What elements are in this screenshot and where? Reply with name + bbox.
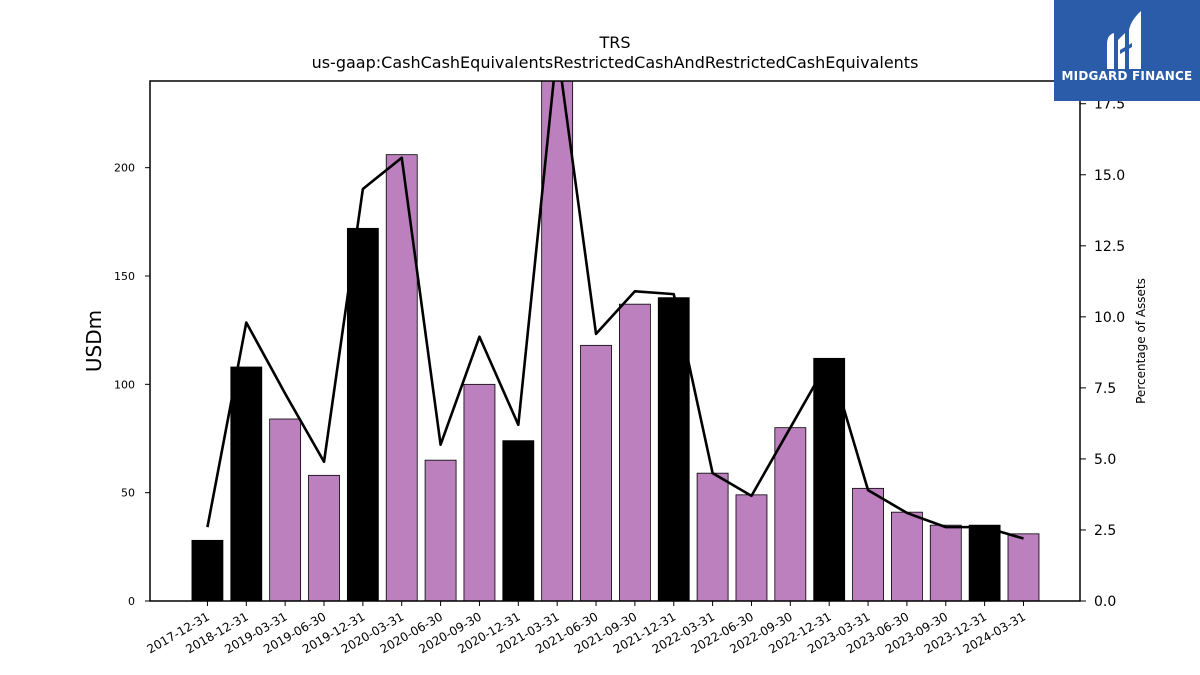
bar-2020-06-30 — [424, 459, 457, 601]
bar-2018-12-31 — [230, 366, 263, 601]
bar-2020-12-31 — [502, 440, 535, 601]
y2-tick-label-15.0: 15.0 — [1094, 168, 1125, 184]
bar-2019-06-30 — [308, 474, 340, 601]
y-tick-label-50: 50 — [121, 487, 135, 500]
y2-tick-label-12.5: 12.5 — [1094, 239, 1125, 255]
y-tick-label-0: 0 — [128, 595, 135, 608]
line-group — [206, 81, 1024, 540]
y2-tick-label-10.0: 10.0 — [1094, 310, 1125, 326]
plot-frame — [149, 80, 1081, 602]
bar-2021-12-31 — [657, 297, 690, 601]
y2-tick-label-2.5: 2.5 — [1094, 523, 1116, 539]
bar-2021-06-30 — [580, 344, 612, 601]
bar-2022-06-30 — [735, 494, 768, 601]
bar-2022-03-31 — [696, 472, 729, 601]
chart-title: TRS — [598, 33, 630, 52]
bar-2020-09-30 — [463, 383, 496, 601]
bar-2019-12-31 — [346, 227, 379, 601]
y2-tick-label-5.0: 5.0 — [1094, 452, 1116, 468]
bar-2024-03-31 — [1007, 533, 1040, 601]
y2-tick-label-0.0: 0.0 — [1094, 594, 1116, 610]
bar-2019-03-31 — [269, 418, 302, 601]
bar-2023-06-30 — [891, 511, 923, 601]
midgard-finance-logo: MIDGARD FINANCE — [1054, 0, 1200, 101]
y-axis-label: USDm — [82, 310, 106, 372]
y2-tick-label-7.5: 7.5 — [1094, 381, 1116, 397]
bar-2017-12-31 — [191, 539, 224, 601]
y-tick-label-150: 150 — [114, 270, 135, 283]
bar-2022-09-30 — [774, 427, 807, 601]
y2-axis-label: Percentage of Assets — [1134, 278, 1148, 404]
y-tick-label-100: 100 — [114, 378, 135, 391]
bar-2020-03-31 — [385, 154, 418, 601]
bar-2021-03-31 — [541, 81, 574, 601]
logo-mark-icon — [1107, 11, 1141, 69]
bar-2023-09-30 — [929, 524, 962, 601]
bars-group — [191, 81, 1040, 601]
chart-subtitle: us-gaap:CashCashEquivalentsRestrictedCas… — [312, 53, 919, 72]
bar-2023-03-31 — [852, 487, 884, 601]
bar-2023-12-31 — [968, 524, 1001, 601]
percentage-line — [206, 81, 1024, 540]
logo-text: MIDGARD FINANCE — [1061, 69, 1193, 83]
bar-2021-09-30 — [618, 303, 651, 601]
y-tick-label-200: 200 — [114, 162, 135, 175]
